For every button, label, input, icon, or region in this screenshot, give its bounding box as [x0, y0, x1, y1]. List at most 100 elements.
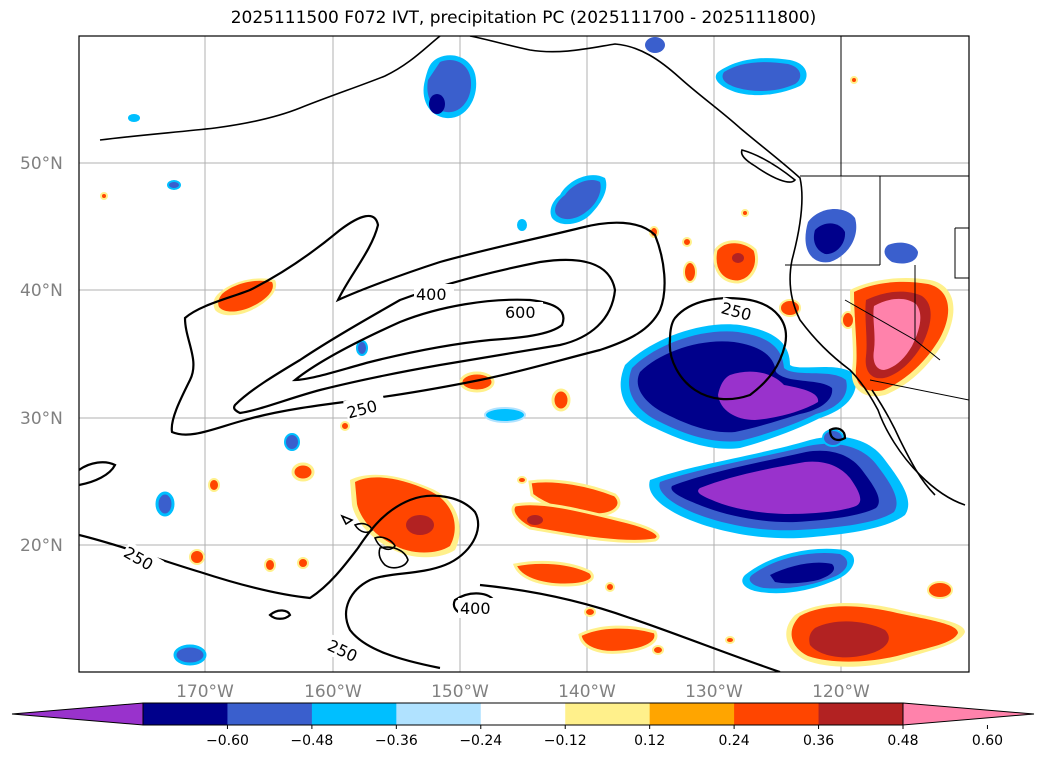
- lon-label-160w: 160°W: [304, 682, 362, 702]
- colorbar-tick-label: −0.48: [290, 733, 333, 749]
- contour-label-400-south: 400: [460, 599, 491, 618]
- contour-southeast: [479, 583, 781, 672]
- blob-pos-6: [927, 581, 953, 599]
- blob-pos-12: [100, 192, 108, 200]
- blob-pos-2: [551, 388, 571, 412]
- blob-bc-mid: [722, 62, 801, 92]
- ivt-contours: [79, 214, 847, 672]
- contour-west: [79, 461, 117, 487]
- colorbar-segment: [396, 703, 482, 725]
- colorbar-tick-label: 0.36: [803, 733, 834, 749]
- blob-pos-20: [605, 582, 615, 592]
- blob-13n: [578, 625, 658, 654]
- lat-label-20n: 20°N: [20, 536, 63, 556]
- blob-idaho: [884, 242, 918, 264]
- colorbar-tick-label: 0.60: [972, 733, 1003, 749]
- blob-small-3: [284, 433, 300, 451]
- blob-small-6: [356, 340, 368, 356]
- coast-big-island: [378, 546, 409, 569]
- coast-aleutians: [99, 36, 441, 141]
- blob-pos-9: [208, 478, 220, 492]
- blob-pos-7: [779, 299, 801, 317]
- colorbar-segment: [480, 703, 566, 725]
- contour-250-south: [79, 494, 480, 670]
- lon-label-140w: 140°W: [558, 682, 616, 702]
- coast-na-west: [469, 36, 966, 506]
- blob-20n-red: [406, 515, 434, 535]
- lon-label-170w: 170°W: [176, 682, 234, 702]
- blob-pos-4: [189, 549, 205, 565]
- colorbar: [11, 702, 1035, 726]
- blob-small-2: [173, 644, 207, 666]
- lat-label-50n: 50°N: [20, 154, 63, 174]
- colorbar-tick-label: 0.24: [719, 733, 750, 749]
- colorbar-tick-label: −0.36: [375, 733, 418, 749]
- colorbar-outline: [142, 702, 904, 726]
- lat-labels: 50°N 40°N 30°N 20°N: [20, 154, 63, 556]
- colorbar-tick-label: −0.60: [206, 733, 249, 749]
- lat-label-30n: 30°N: [20, 409, 63, 429]
- colorbar-segment: [143, 703, 228, 725]
- colorbar-extend-low: [11, 702, 144, 726]
- lat-label-40n: 40°N: [20, 281, 63, 301]
- negative-anomalies: [128, 37, 918, 666]
- coast-kauai: [340, 514, 354, 526]
- colorbar-segment: [311, 703, 397, 725]
- coast-baja: [871, 389, 936, 496]
- colorbar-segment: [565, 703, 651, 725]
- contour-600-ar: [291, 298, 565, 382]
- blob-ca-pink: [873, 298, 921, 370]
- blob-22n-b: [511, 502, 660, 543]
- colorbar-segment: [818, 703, 904, 725]
- colorbar-tick-label: 0.48: [887, 733, 918, 749]
- blob-22n-b-red: [527, 515, 543, 525]
- blob-pos-1: [459, 371, 495, 393]
- blob-nw-us-core: [813, 223, 846, 255]
- lon-labels: 170°W 160°W 150°W 140°W 130°W 120°W: [176, 682, 870, 702]
- blob-pos-15: [340, 421, 350, 431]
- blob-pos-17: [741, 209, 749, 217]
- blob-pos-10: [264, 558, 276, 572]
- blob-small-4: [167, 180, 181, 190]
- contour-400-ar: [232, 258, 617, 415]
- coastlines: [99, 36, 966, 569]
- contour-250-ca: [668, 297, 788, 401]
- colorbar-tick-label: 0.12: [634, 733, 665, 749]
- blob-pos-19: [652, 645, 664, 655]
- blob-17n: [512, 560, 594, 587]
- colorbar-segment: [227, 703, 313, 725]
- colorbar-segment: [649, 703, 735, 725]
- lon-label-130w: 130°W: [685, 682, 743, 702]
- blob-12n-red: [809, 621, 889, 658]
- lon-label-150w: 150°W: [431, 682, 489, 702]
- positive-anomalies: [100, 76, 965, 667]
- contour-ca-small: [828, 427, 847, 441]
- blob-22n-purple: [698, 461, 861, 514]
- blob-goa-core: [429, 94, 445, 114]
- map-frame: [78, 35, 970, 673]
- contour-label-400: 400: [416, 285, 447, 304]
- political-borders: [785, 36, 969, 401]
- blob-15n-core: [770, 562, 835, 584]
- blob-small-10: [517, 219, 527, 231]
- colorbar-extend-high: [902, 702, 1035, 726]
- coast-vancouver-island: [740, 149, 797, 183]
- colorbar-segment: [734, 703, 820, 725]
- colorbar-tick-label: −0.12: [544, 733, 587, 749]
- blob-pos-16: [850, 76, 858, 84]
- blob-46n-mid: [555, 179, 601, 220]
- blob-pos-5: [683, 261, 697, 283]
- blob-pos-14: [682, 237, 692, 247]
- contour-250-ar: [170, 214, 666, 436]
- blob-small-1: [155, 491, 175, 517]
- lon-label-120w: 120°W: [812, 682, 870, 702]
- blob-pos-22: [725, 636, 735, 644]
- blob-pos-8: [841, 311, 855, 329]
- map-title: 2025111500 F072 IVT, precipitation PC (2…: [230, 8, 817, 28]
- blob-small-5: [128, 114, 140, 122]
- blob-small-9: [645, 37, 665, 53]
- blob-small-7: [484, 407, 526, 423]
- colorbar-tick-label: −0.24: [459, 733, 502, 749]
- blob-pos-11: [297, 557, 309, 569]
